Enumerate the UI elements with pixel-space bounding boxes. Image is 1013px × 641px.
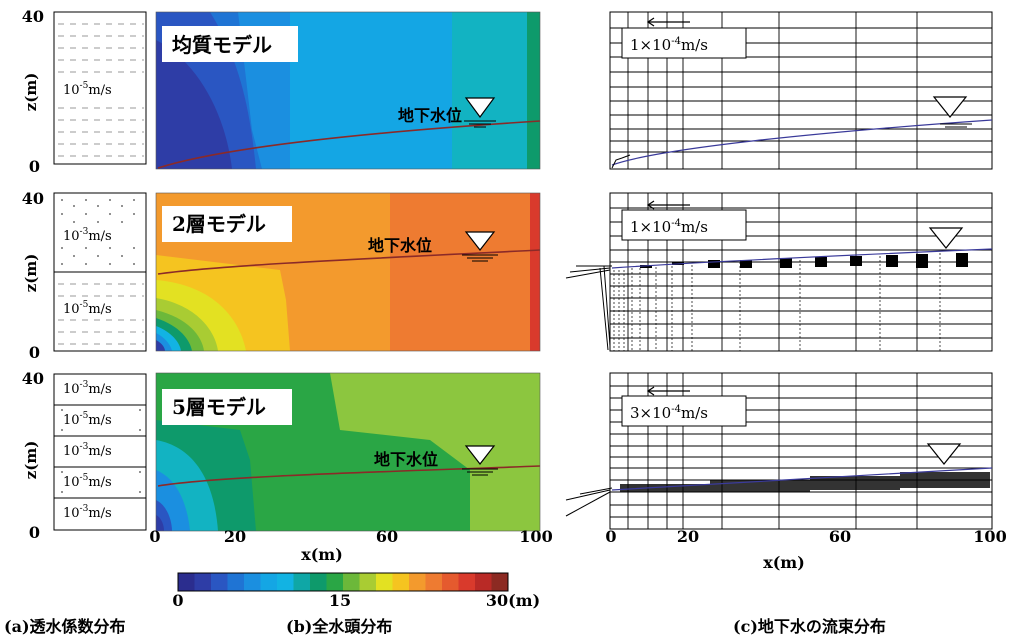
colorbar-swatch (475, 573, 492, 591)
model-title: 2層モデル (172, 212, 266, 236)
permeability-label: 10-5m/s (63, 81, 112, 98)
colorbar-swatch (211, 573, 228, 591)
x-axis-c: 0 20 60 100 x(m) (605, 527, 1006, 572)
flux-scale-label: 1×10-4m/s (630, 218, 708, 236)
colorbar-swatch (359, 573, 377, 591)
water-table-label: 地下水位 (368, 236, 432, 255)
model-title: 5層モデル (172, 395, 266, 419)
permeability-column: 10-5m/s (53, 11, 147, 165)
z-axis-label: z(m) (22, 441, 40, 480)
colorbar-swatch (491, 573, 509, 591)
colorbar-swatch (310, 573, 327, 591)
x-tick: 60 (829, 527, 851, 546)
flux-panel-five-layer: 3×10-4m/s (565, 372, 993, 530)
row-two-layer: 40 0 z(m) 10-3m/s 10-5m/ (22, 189, 993, 362)
z-tick-0: 0 (29, 523, 40, 542)
x-axis-label: x(m) (301, 545, 343, 564)
dash-pattern (58, 23, 144, 157)
panel-title-b: (b)全水頭分布 (286, 617, 392, 636)
z-axis-label: z(m) (22, 73, 40, 112)
z-tick-40: 40 (22, 189, 44, 208)
colorbar-swatch (376, 573, 393, 591)
x-tick: 100 (973, 527, 1006, 546)
row-homogeneous: 40 0 z(m) 10-5m/s 均質モデル 地 (22, 7, 993, 176)
colorbar-swatch (343, 573, 360, 591)
flux-scale-label: 1×10-4m/s (630, 36, 708, 54)
permeability-label: 10-5m/s (63, 473, 112, 490)
colorbar-swatch (425, 573, 443, 591)
colorbar-label-min: 0 (172, 591, 183, 610)
model-title-box (162, 26, 298, 62)
water-table-line (157, 465, 541, 487)
colorbar-swatch (260, 573, 278, 591)
model-title: 均質モデル (172, 33, 272, 57)
dot-pattern (61, 199, 135, 265)
water-table-label: 地下水位 (398, 106, 462, 125)
z-tick-0: 0 (29, 343, 40, 362)
permeability-label: 10-5m/s (63, 300, 112, 317)
colorbar-swatch (244, 573, 261, 591)
flux-panel-homogeneous: 1×10-4m/s (609, 11, 993, 170)
panel-title-c: (c)地下水の流束分布 (733, 617, 886, 636)
flux-panel-two-layer: 1×10-4m/s (565, 192, 993, 352)
x-axis-label: x(m) (763, 553, 805, 572)
water-table-marker (462, 445, 498, 476)
z-axis-label: z(m) (22, 254, 40, 293)
colorbar-swatch (442, 573, 459, 591)
colorbar-swatch (277, 573, 294, 591)
panel-title-a: (a)透水係数分布 (4, 617, 126, 636)
colorbar-swatch (178, 573, 195, 591)
x-tick: 0 (149, 527, 160, 546)
permeability-column: 10-3m/s 10-5m/s 10-3m/s 10-5m/s 10-3m/s (53, 373, 147, 531)
colorbar-swatch (194, 573, 212, 591)
flux-scale-label: 3×10-4m/s (630, 404, 708, 422)
colorbar (177, 572, 509, 592)
permeability-column: 10-3m/s 10-5m/s (53, 192, 147, 352)
x-tick: 20 (677, 527, 699, 546)
x-tick: 0 (605, 527, 616, 546)
colorbar-label-max: 30(m) (486, 591, 540, 610)
water-table-line (157, 249, 541, 275)
row-five-layer: 40 0 z(m) 10-3m/s 10-5m/s 10-3m/s 10-5m/… (22, 369, 993, 542)
z-tick-40: 40 (22, 7, 44, 26)
water-table-marker (462, 231, 498, 262)
colorbar-swatch (409, 573, 426, 591)
colorbar-swatch (326, 573, 344, 591)
x-tick: 60 (376, 527, 398, 546)
permeability-label: 10-3m/s (63, 227, 112, 244)
x-tick: 100 (519, 527, 552, 546)
permeability-label: 10-3m/s (63, 442, 112, 459)
water-table-marker (464, 97, 496, 128)
permeability-label: 10-3m/s (63, 504, 112, 521)
water-table-label: 地下水位 (374, 450, 438, 469)
x-axis-b: 0 20 60 100 x(m) (149, 527, 552, 564)
colorbar-swatch (392, 573, 410, 591)
model-title-box (162, 389, 292, 425)
permeability-label: 10-5m/s (63, 411, 112, 428)
colorbar-label-mid: 15 (329, 591, 351, 610)
z-tick-0: 0 (29, 157, 40, 176)
colorbar-swatch (227, 573, 245, 591)
x-tick: 20 (224, 527, 246, 546)
colorbar-frame (177, 572, 509, 592)
model-title-box (162, 206, 292, 242)
colorbar-swatch (458, 573, 476, 591)
z-tick-40: 40 (22, 369, 44, 388)
colorbar-swatch (293, 573, 311, 591)
water-table-line (157, 120, 541, 169)
permeability-label: 10-3m/s (63, 380, 112, 397)
